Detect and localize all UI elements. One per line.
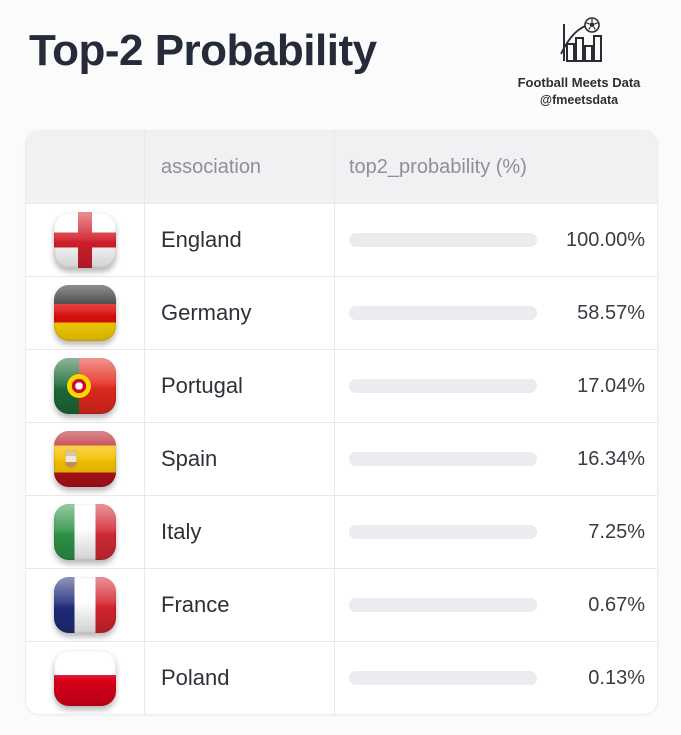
probability-bar: [349, 671, 537, 685]
table-row-england: England 100.00%: [26, 203, 657, 276]
fmd-logo-icon: [560, 17, 602, 62]
italy-flag-icon: [54, 504, 116, 560]
spain-flag-emblem: [65, 451, 77, 467]
country-label: Germany: [161, 300, 252, 325]
probability-bar: [349, 379, 537, 393]
spain-flag-icon: [54, 431, 116, 487]
table-row-italy: Italy 7.25%: [26, 495, 657, 568]
table-row-spain: Spain 16.34%: [26, 422, 657, 495]
germany-flag-icon: [54, 285, 116, 341]
table-header-row: association top2_probability (%): [26, 131, 657, 203]
poland-flag-icon: [54, 650, 116, 706]
probability-bar: [349, 233, 537, 247]
country-label: Italy: [161, 519, 202, 544]
country-label: England: [161, 227, 242, 252]
table-row-poland: Poland 0.13%: [26, 641, 657, 714]
country-label: Spain: [161, 446, 218, 471]
country-label: France: [161, 592, 230, 617]
probability-value: 0.13%: [588, 666, 645, 689]
brand-name: Football Meets Data: [517, 75, 641, 90]
probability-bar: [349, 525, 537, 539]
portugal-flag-emblem: [66, 374, 91, 398]
probability-bar: [349, 452, 537, 466]
country-label: Poland: [161, 665, 230, 690]
country-label: Portugal: [161, 373, 243, 398]
header-cell-association: association: [144, 131, 334, 203]
probability-value: 0.67%: [588, 593, 645, 616]
probability-bar: [349, 598, 537, 612]
probability-table: association top2_probability (%) England…: [25, 130, 658, 715]
portugal-flag-icon: [54, 358, 116, 414]
england-flag-icon: [54, 212, 116, 268]
probability-bar: [349, 306, 537, 320]
probability-value: 7.25%: [588, 520, 645, 543]
probability-value: 16.34%: [577, 447, 645, 470]
probability-value: 17.04%: [577, 374, 645, 397]
table-row-germany: Germany 58.57%: [26, 276, 657, 349]
header-cell-flag: [26, 131, 144, 203]
header-cell-probability: top2_probability (%): [334, 131, 657, 203]
brand-block: Football Meets Data @fmeetsdata: [499, 16, 659, 108]
brand-handle: @fmeetsdata: [539, 92, 619, 107]
table-row-france: France 0.67%: [26, 568, 657, 641]
probability-value: 58.57%: [577, 301, 645, 324]
table-row-portugal: Portugal 17.04%: [26, 349, 657, 422]
france-flag-icon: [54, 577, 116, 633]
probability-value: 100.00%: [566, 228, 645, 251]
page-title: Top-2 Probability: [29, 26, 377, 75]
